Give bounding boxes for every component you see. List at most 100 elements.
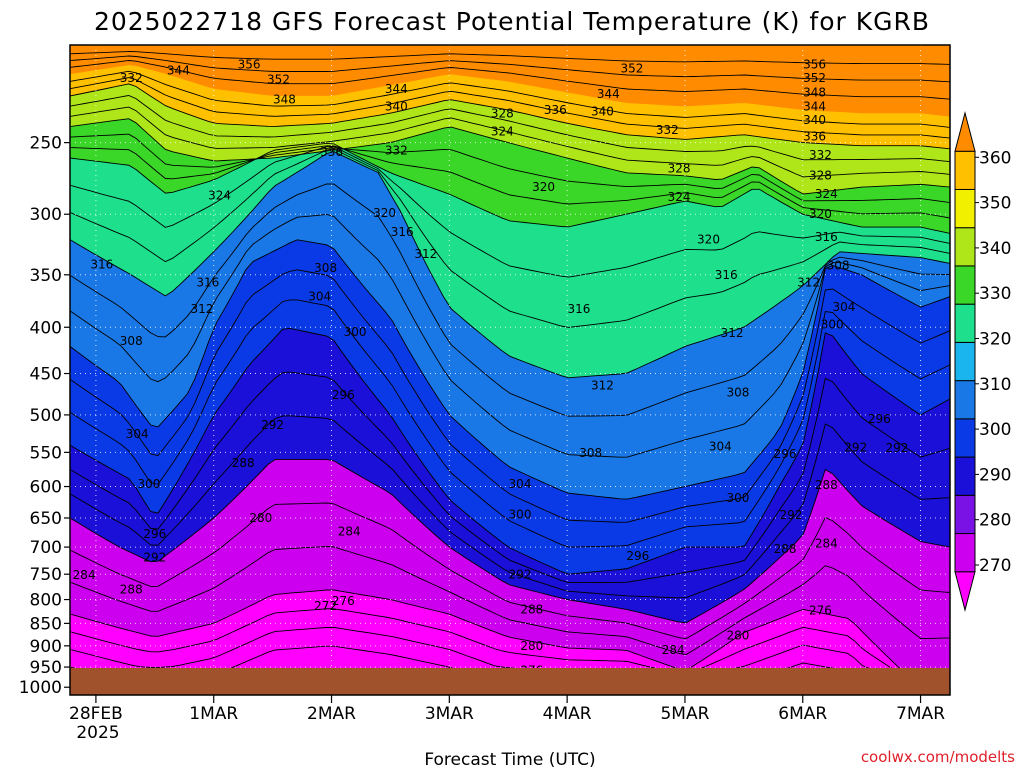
contour-label: 332 — [656, 123, 679, 137]
x-tick-label: 4MAR — [543, 704, 592, 724]
contour-label: 340 — [591, 105, 614, 119]
contour-label: 320 — [697, 233, 720, 247]
contour-label: 336 — [320, 145, 343, 159]
y-tick-label: 550 — [30, 443, 62, 463]
contour-label: 308 — [726, 385, 749, 399]
contour-label: 336 — [803, 129, 826, 143]
isentrope-line — [70, 502, 950, 640]
contour-label: 280 — [520, 639, 543, 653]
colorbar-swatch — [954, 380, 976, 420]
contour-label: 296 — [626, 549, 649, 563]
grid — [70, 45, 950, 695]
isentrope-line — [70, 213, 950, 458]
isentrope-line — [70, 55, 950, 83]
isentrope-line — [70, 145, 950, 219]
contour-label: 304 — [126, 427, 149, 441]
colorbar-label: 270 — [979, 556, 1011, 576]
contour-label: 352 — [803, 71, 826, 85]
colorbar-label: 310 — [979, 375, 1011, 395]
contour-label: 272 — [314, 599, 337, 613]
colorbar-swatch — [954, 418, 976, 458]
contour-label: 344 — [803, 99, 826, 113]
isentrope-line — [70, 77, 950, 139]
isentrope-line — [70, 371, 950, 584]
y-tick-label: 300 — [30, 205, 62, 225]
x-tick-label: 2MAR — [307, 704, 356, 724]
colorbar-swatch — [954, 494, 976, 535]
isentrope-line — [70, 239, 950, 500]
contour-label: 324 — [491, 124, 514, 138]
contour-label: 348 — [803, 85, 826, 99]
contour-label: 348 — [273, 92, 296, 106]
contour-label: 304 — [509, 477, 532, 491]
contour-label: 284 — [73, 568, 96, 582]
y-tick-label: 1000 — [19, 678, 62, 698]
y-tick-label: 600 — [30, 478, 62, 498]
contour-label: 284 — [815, 537, 838, 551]
contour-label: 300 — [509, 507, 532, 521]
contour-label: 344 — [385, 82, 408, 96]
y-tick-label: 450 — [30, 365, 62, 385]
contour-label: 300 — [821, 317, 844, 331]
colorbar-swatch — [954, 188, 976, 229]
contour-label: 276 — [332, 594, 355, 608]
contour-label: 292 — [143, 551, 166, 565]
contour-label: 300 — [344, 325, 367, 339]
contour-label: 344 — [597, 87, 620, 101]
contour-label: 312 — [190, 302, 213, 316]
contour-label: 316 — [815, 230, 838, 244]
x-axis: 28FEB 1MAR 2MAR 3MAR 4MAR 5MAR 6MAR 7MAR — [69, 695, 945, 724]
contour-label: 308 — [314, 261, 337, 275]
colorbar-label: 340 — [979, 239, 1011, 259]
colorbar-label: 330 — [979, 284, 1011, 304]
contour-label: 288 — [232, 456, 255, 470]
contour-label: 296 — [332, 388, 355, 402]
contour-label: 304 — [308, 290, 331, 304]
contour-label: 312 — [591, 379, 614, 393]
isentrope-line — [70, 133, 950, 204]
x-tick-label: 1MAR — [189, 704, 238, 724]
contour-label: 312 — [721, 326, 744, 340]
colorbar-label: 360 — [979, 148, 1011, 168]
contour-label: 304 — [833, 300, 856, 314]
colorbar-swatch — [954, 456, 976, 496]
colorbar-swatch — [954, 303, 976, 343]
contour-label: 308 — [579, 446, 602, 460]
contour-label: 352 — [620, 61, 643, 75]
contour-label: 332 — [120, 71, 143, 85]
ground-surface — [70, 668, 950, 695]
contour-label: 296 — [774, 447, 797, 461]
contour-label: 300 — [137, 477, 160, 491]
colorbar-label: 280 — [979, 511, 1011, 531]
colorbar: 270 280 290 300 310 320 330 340 350 360 — [954, 111, 1011, 612]
x-tick-label: 7MAR — [896, 704, 945, 724]
x-tick-label: 6MAR — [778, 704, 827, 724]
contour-label: 316 — [90, 258, 113, 272]
isentrope-line — [70, 299, 950, 548]
y-tick-label: 850 — [30, 614, 62, 634]
contour-label: 312 — [797, 276, 820, 290]
colorbar-swatch — [954, 150, 976, 190]
y-tick-label: 900 — [30, 637, 62, 657]
contour-label: 280 — [249, 511, 272, 525]
contour-label: 332 — [809, 148, 832, 162]
y-tick-label: 750 — [30, 565, 62, 585]
colorbar-label: 290 — [979, 465, 1011, 485]
colorbar-swatch — [954, 265, 976, 305]
x-axis-title: Forecast Time (UTC) — [424, 750, 595, 768]
y-tick-label: 650 — [30, 509, 62, 529]
contour-label: 320 — [809, 207, 832, 221]
colorbar-label: 350 — [979, 194, 1011, 214]
isentrope-line — [70, 60, 950, 100]
contour-label: 296 — [143, 527, 166, 541]
contour-label: 304 — [709, 440, 732, 454]
band-360 — [70, 45, 950, 117]
x-tick-label: 28FEB — [69, 704, 123, 724]
contour-label: 328 — [668, 161, 691, 175]
y-tick-label: 350 — [30, 266, 62, 286]
contour-label: 336 — [544, 103, 567, 117]
contour-label: 288 — [815, 478, 838, 492]
isentrope-line — [70, 106, 950, 178]
contour-label: 316 — [567, 302, 590, 316]
